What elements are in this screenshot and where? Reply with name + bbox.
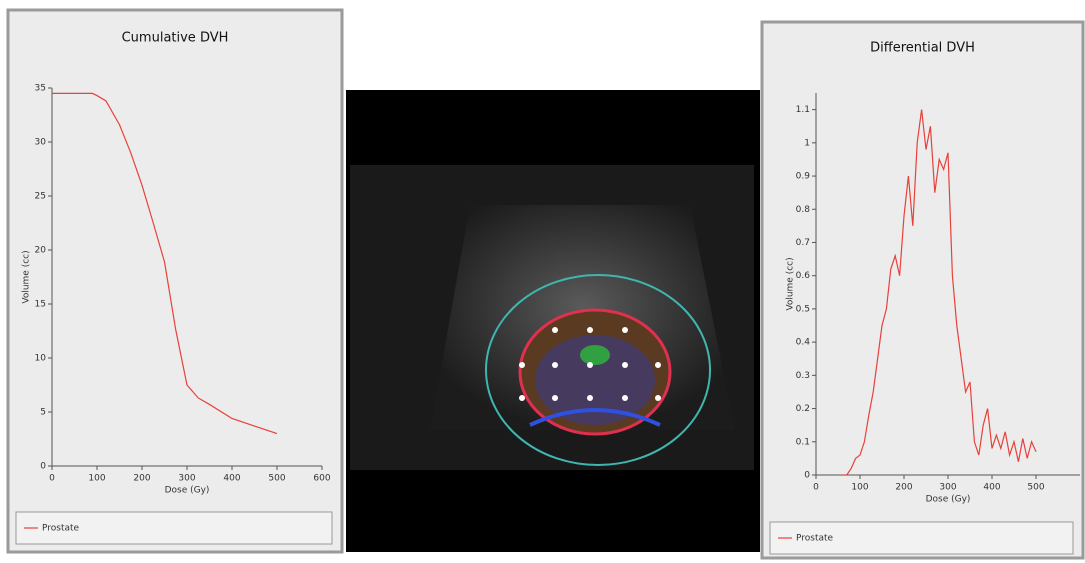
x-tick-label: 500 (1027, 483, 1044, 493)
panel (762, 22, 1083, 558)
y-tick-label: 1 (804, 138, 810, 148)
x-tick-label: 300 (178, 474, 195, 484)
legend-label: Prostate (796, 534, 834, 544)
y-tick-label: 0.8 (796, 205, 811, 215)
y-tick-label: 20 (35, 246, 47, 256)
panel (8, 10, 342, 552)
y-tick-label: 25 (35, 192, 46, 202)
y-tick-label: 15 (35, 300, 46, 310)
legend-label: Prostate (42, 524, 80, 534)
x-tick-label: 200 (133, 474, 150, 484)
x-tick-label: 500 (268, 474, 285, 484)
x-axis-label: Dose (Gy) (926, 495, 971, 505)
x-tick-label: 600 (313, 474, 330, 484)
figure: Cumulative DVH05101520253035010020030040… (0, 0, 1085, 563)
x-tick-label: 0 (49, 474, 55, 484)
y-axis-label: Volume (cc) (786, 257, 796, 310)
chart-title: Cumulative DVH (122, 31, 229, 46)
x-tick-label: 300 (939, 483, 956, 493)
y-tick-label: 10 (35, 354, 47, 364)
x-tick-label: 0 (813, 483, 819, 493)
chart-title: Differential DVH (870, 41, 975, 56)
y-tick-label: 0.7 (796, 238, 810, 248)
x-tick-label: 200 (895, 483, 912, 493)
x-tick-label: 400 (223, 474, 240, 484)
y-tick-label: 0.3 (796, 371, 810, 381)
y-tick-label: 1.1 (796, 105, 810, 115)
y-tick-label: 0.9 (796, 172, 811, 182)
y-tick-label: 0.5 (796, 304, 810, 314)
x-tick-label: 100 (851, 483, 868, 493)
y-tick-label: 30 (35, 138, 47, 148)
y-axis-label: Volume (cc) (22, 250, 32, 303)
y-tick-label: 0.6 (796, 271, 811, 281)
isodose (580, 345, 610, 365)
y-tick-label: 0.2 (796, 404, 810, 414)
ultrasound-image (346, 90, 760, 552)
y-tick-label: 0.1 (796, 437, 810, 447)
y-tick-label: 0.4 (796, 338, 811, 348)
x-tick-label: 400 (983, 483, 1000, 493)
x-tick-label: 100 (88, 474, 105, 484)
y-tick-label: 5 (40, 408, 46, 418)
x-axis-label: Dose (Gy) (165, 486, 210, 496)
y-tick-label: 35 (35, 84, 46, 94)
y-tick-label: 0 (40, 462, 46, 472)
y-tick-label: 0 (804, 471, 810, 481)
